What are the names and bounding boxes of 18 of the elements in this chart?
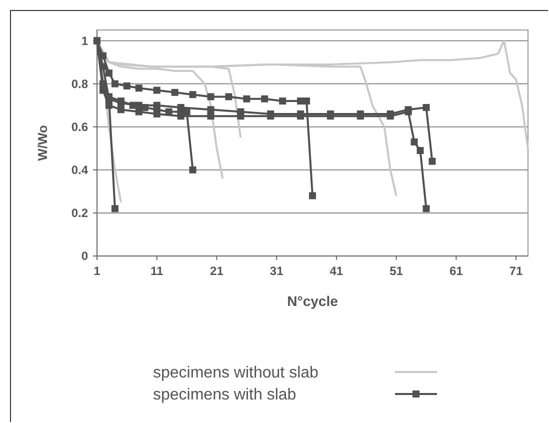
x-tick-label: 41 — [330, 264, 344, 278]
x-tick-label: 21 — [210, 264, 224, 278]
y-tick-label: 0.8 — [71, 77, 88, 92]
x-tick-label: 1 — [94, 264, 101, 278]
y-tick-label: 0.6 — [71, 120, 88, 134]
x-axis-title: N°cycle — [287, 293, 338, 309]
y-tick-label: 1 — [81, 34, 88, 48]
x-tick-label: 71 — [509, 264, 524, 278]
x-tick-label: 61 — [449, 264, 464, 278]
text: specimens with slab — [153, 386, 296, 404]
y-tick-label: 0 — [81, 249, 88, 264]
y-tick-label: 0.4 — [71, 163, 88, 178]
x-tick-label: 31 — [270, 264, 284, 278]
text: specimens without slab — [153, 364, 319, 382]
x-tick-label: 51 — [390, 264, 404, 278]
y-tick-label: 0.2 — [71, 206, 88, 220]
y-axis-title: W/Wo — [35, 125, 50, 161]
x-tick-label: 11 — [150, 264, 164, 278]
